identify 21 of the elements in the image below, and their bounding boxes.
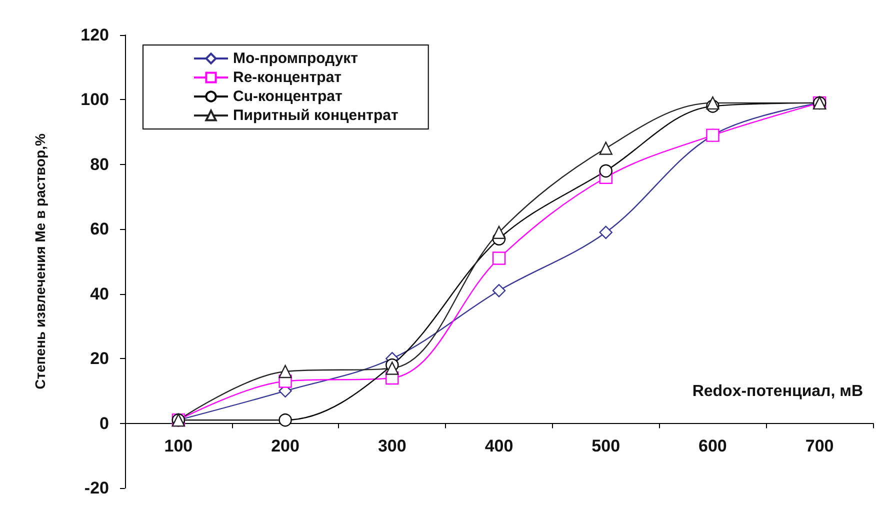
y-tick-label: 0 bbox=[100, 414, 109, 433]
y-tick-label: 100 bbox=[80, 90, 109, 110]
y-axis-title: Степень извлечения Me в раствор,% bbox=[32, 133, 48, 390]
legend-label: Пиритный концентрат bbox=[233, 107, 398, 124]
y-tick-label: 40 bbox=[90, 284, 109, 304]
legend-label: Cu-концентрат bbox=[233, 88, 342, 105]
legend-label: Re-концентрат bbox=[233, 69, 342, 86]
x-tick-label: 400 bbox=[484, 436, 514, 456]
x-tick-label: 600 bbox=[698, 436, 727, 456]
y-tick-label: 60 bbox=[90, 220, 109, 239]
x-tick-label: 700 bbox=[805, 436, 834, 456]
legend-label: Mo-промпродукт bbox=[233, 50, 358, 67]
x-tick-label: 200 bbox=[271, 436, 300, 456]
y-tick-label: -20 bbox=[84, 478, 109, 498]
y-tick-label: 80 bbox=[90, 154, 109, 174]
x-tick-label: 100 bbox=[164, 436, 193, 456]
y-tick-label: 120 bbox=[80, 26, 109, 44]
y-tick-label: 20 bbox=[90, 349, 109, 368]
x-tick-label: 300 bbox=[378, 436, 406, 456]
x-tick-label: 500 bbox=[592, 436, 620, 456]
x-axis-title: Redox-потенциал, мВ bbox=[692, 382, 863, 400]
